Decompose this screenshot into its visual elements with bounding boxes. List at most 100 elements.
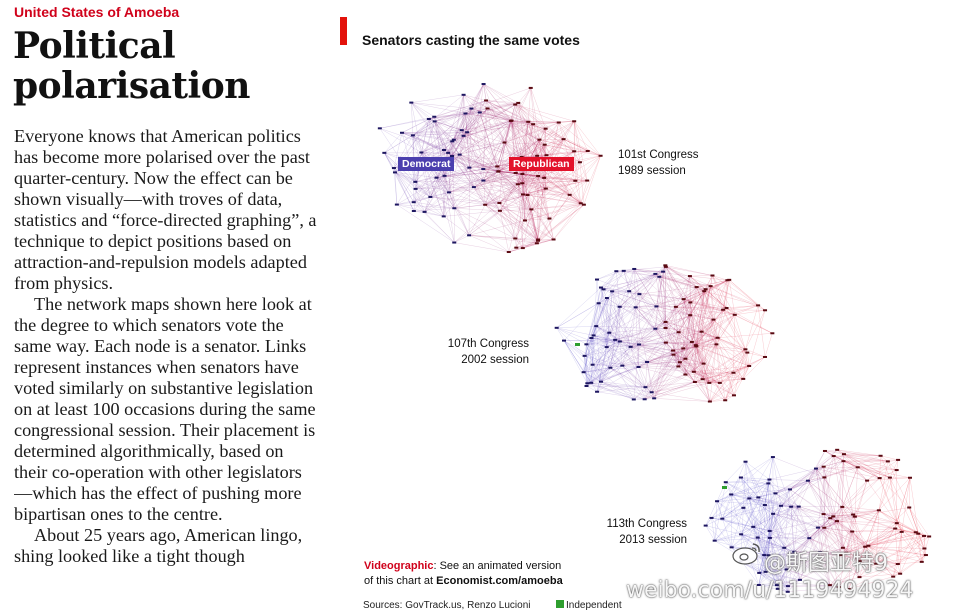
senator-node [710,274,715,277]
vote-link [497,120,512,167]
vote-link [384,152,396,173]
vote-link [665,321,718,339]
vote-link [448,172,516,193]
vote-link [622,307,636,366]
vote-link [522,194,581,204]
vote-link [689,286,697,316]
vote-link [638,344,680,363]
vote-link [586,341,620,345]
vote-link [879,455,881,479]
vote-link [530,87,538,156]
senator-node [720,517,725,520]
vote-link [498,171,523,175]
vote-link [749,498,774,515]
vote-link [536,122,559,156]
senator-node [628,345,633,348]
vote-link [466,132,484,181]
vote-link [794,551,821,553]
vote-link [777,538,810,589]
senator-node [410,134,415,137]
vote-link [527,194,584,205]
vote-link [453,112,480,140]
vote-link [868,507,910,546]
vote-link [454,242,509,253]
vote-link [483,120,512,181]
vote-link [497,166,528,196]
vote-link [678,307,727,333]
vote-link [448,152,499,172]
vote-link [716,501,754,528]
vote-link [606,291,613,348]
vote-link [685,302,691,359]
vote-link [705,289,727,309]
vote-link [740,534,787,570]
vote-link [600,287,616,340]
vote-link [645,348,684,388]
graph-1-nodes [377,83,603,254]
vote-link [586,297,608,345]
vote-link [665,342,703,380]
vote-link [498,171,516,174]
vote-link [830,514,854,519]
vote-link [590,339,616,383]
vote-link [499,202,532,210]
senator-node [542,143,547,146]
senator-node [857,576,862,579]
vote-link [763,505,766,556]
vote-link [587,364,593,384]
vote-link [725,479,770,483]
vote-link [696,337,718,347]
vote-link [665,321,679,333]
senator-node [484,99,489,102]
vote-link [769,479,799,507]
vote-link [843,460,858,468]
vote-link [384,152,415,212]
vote-link [647,361,704,364]
vote-link [465,112,480,114]
vote-link [704,291,724,310]
vote-link [655,273,666,329]
vote-link [696,319,714,347]
vote-link [723,305,759,310]
vote-link [434,121,445,151]
vote-link [609,332,639,368]
vote-link [606,273,656,299]
vote-link [689,315,702,332]
vote-link [675,306,679,367]
vote-link [522,243,537,249]
vote-link [536,139,540,156]
vote-link [772,513,785,548]
vote-link [716,501,732,548]
vote-link [616,271,620,307]
vote-link [510,120,559,123]
vote-link [430,167,470,198]
vote-link [533,122,559,125]
vote-link [622,321,666,366]
vote-link [598,302,620,308]
vote-link [465,83,484,114]
vote-link [809,537,860,562]
vote-link [651,363,704,393]
vote-link [685,358,710,384]
senator-node [771,512,776,515]
vote-link [807,480,824,515]
vote-link [701,331,704,364]
vote-link [878,510,897,524]
vote-link [485,204,538,244]
vote-link [610,342,666,368]
senator-node [596,302,601,305]
vote-link [745,461,766,506]
vote-link [434,108,472,122]
senator-node [520,193,525,196]
vote-link [757,537,794,555]
vote-link [712,275,728,281]
vote-link [635,307,639,368]
vote-link [673,354,681,363]
vote-link [683,288,706,300]
vote-link [702,365,750,380]
economist-link[interactable]: Economist.com/amoeba [436,575,563,587]
vote-link [498,170,523,175]
vote-link [690,314,714,320]
vote-link [619,265,666,307]
vote-link [521,138,564,158]
